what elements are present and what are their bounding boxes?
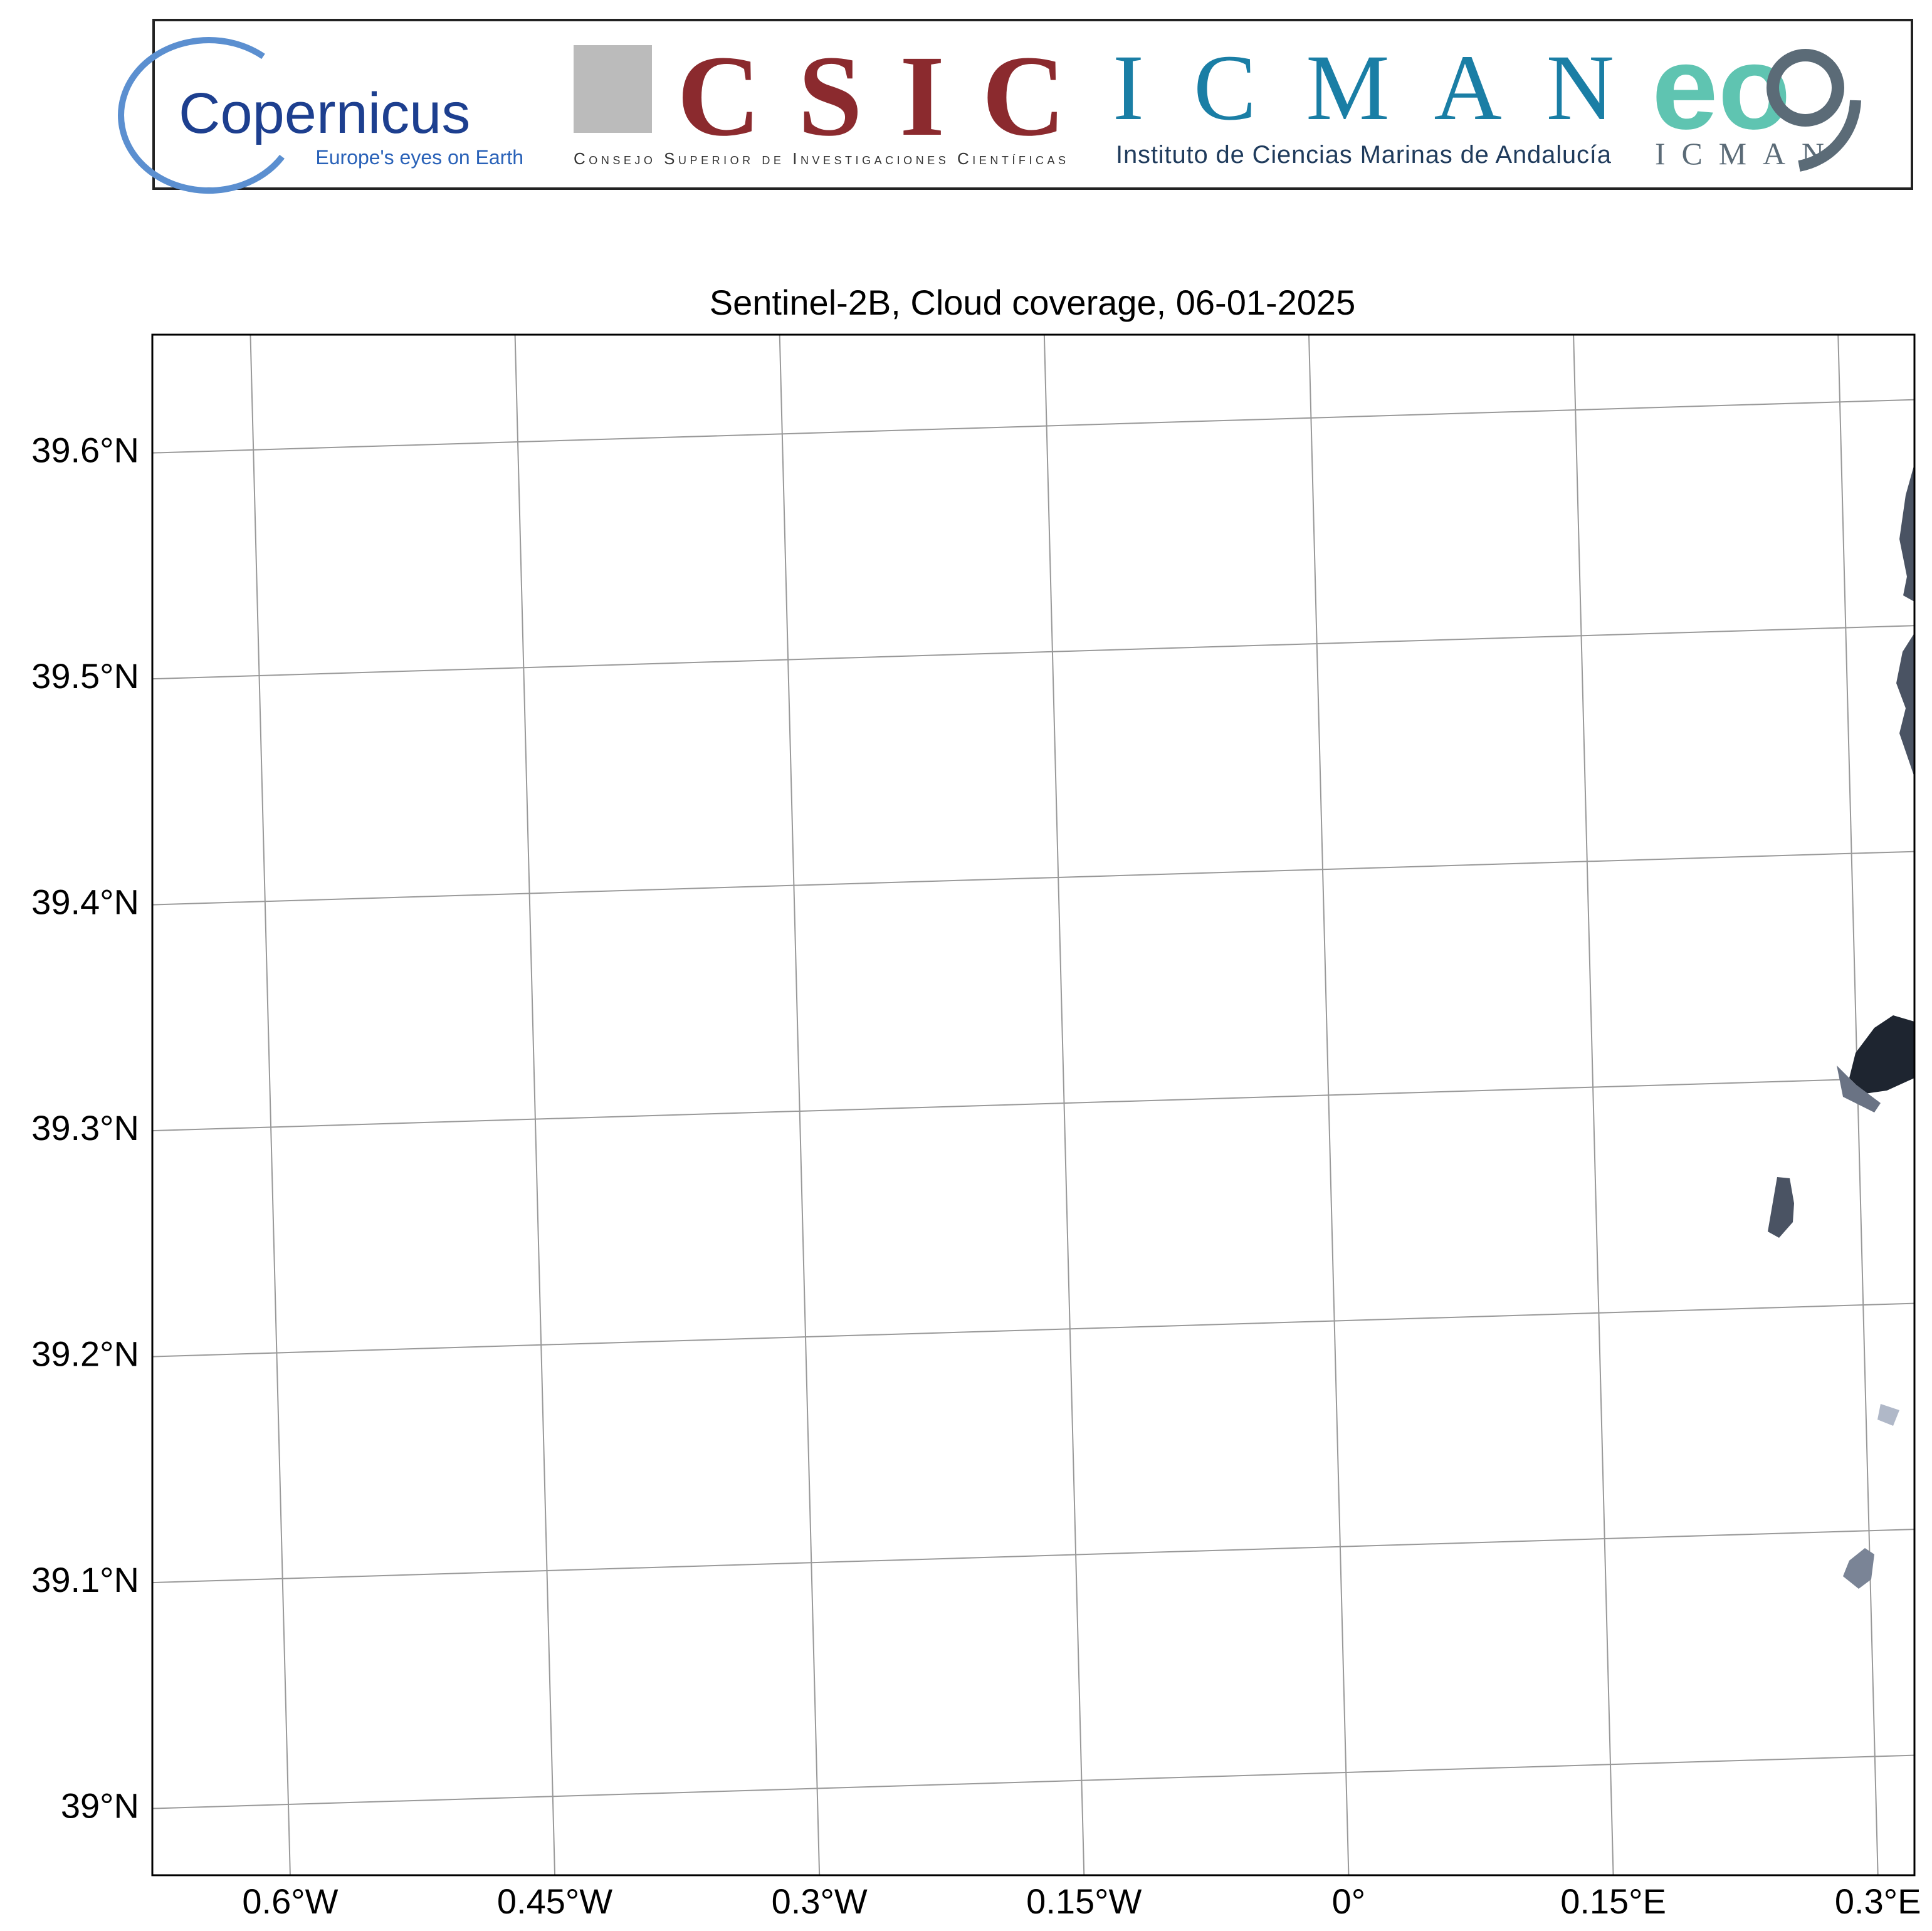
grid-line — [152, 399, 1914, 454]
grid-line — [1573, 335, 1614, 1875]
cloud — [1843, 1548, 1874, 1589]
grid-line — [514, 335, 556, 1875]
y-tick-label: 39.2°N — [31, 1334, 139, 1373]
grid-line — [152, 625, 1914, 680]
x-tick-label: 0.15°W — [1026, 1881, 1142, 1921]
copernicus-tagline: Europe's eyes on Earth — [315, 146, 523, 169]
eo-wave — [1798, 100, 1861, 172]
cloud-layer — [1768, 464, 1914, 1589]
copernicus-name: Copernicus — [179, 81, 470, 145]
y-tick-label: 39°N — [61, 1786, 139, 1825]
grid-line — [152, 1754, 1914, 1809]
y-tick-label: 39.1°N — [31, 1560, 139, 1599]
cloud — [1768, 1177, 1794, 1238]
cloud — [1837, 1065, 1881, 1112]
y-tick-label: 39.5°N — [31, 656, 139, 696]
grid-line — [1837, 335, 1879, 1875]
x-tick-label: 0.3°E — [1835, 1881, 1921, 1921]
cloud — [1899, 464, 1914, 602]
map-frame — [151, 333, 1916, 1876]
eo-satellite — [1767, 49, 1844, 127]
y-tick-label: 39.6°N — [31, 430, 139, 469]
map-title: Sentinel-2B, Cloud coverage, 06-01-2025 — [710, 283, 1355, 322]
logo-banner: Copernicus Europe's eyes on Earth CSIC C… — [118, 19, 1913, 194]
grid-line — [152, 1077, 1914, 1132]
x-tick-label: 0.3°W — [772, 1881, 868, 1921]
x-tick-label: 0.15°E — [1560, 1881, 1666, 1921]
banner-frame — [152, 19, 1913, 190]
grid-line — [152, 850, 1914, 906]
cloud — [1849, 1015, 1914, 1094]
copernicus-arc — [118, 37, 285, 194]
csic-emblem — [574, 45, 652, 133]
cloud — [1896, 633, 1914, 777]
grid-line — [249, 335, 291, 1875]
x-tick-label: 0° — [1332, 1881, 1366, 1921]
grid-line — [152, 1529, 1914, 1584]
y-tick-label: 39.4°N — [31, 882, 139, 921]
x-tick-label: 0.45°W — [497, 1881, 612, 1921]
x-tick-label: 0.6°W — [242, 1881, 338, 1921]
institute-name: Instituto de Ciencias Marinas de Andaluc… — [1116, 141, 1612, 169]
cloud — [1877, 1404, 1899, 1426]
grid-line — [152, 1302, 1914, 1358]
icman-name: I C M A N — [1113, 36, 1614, 140]
tick-labels: 0.6°W 0.45°W 0.3°W 0.15°W 0° 0.15°E 0.3°E 39.6°… — [31, 430, 1921, 1920]
y-tick-label: 39.3°N — [31, 1108, 139, 1148]
